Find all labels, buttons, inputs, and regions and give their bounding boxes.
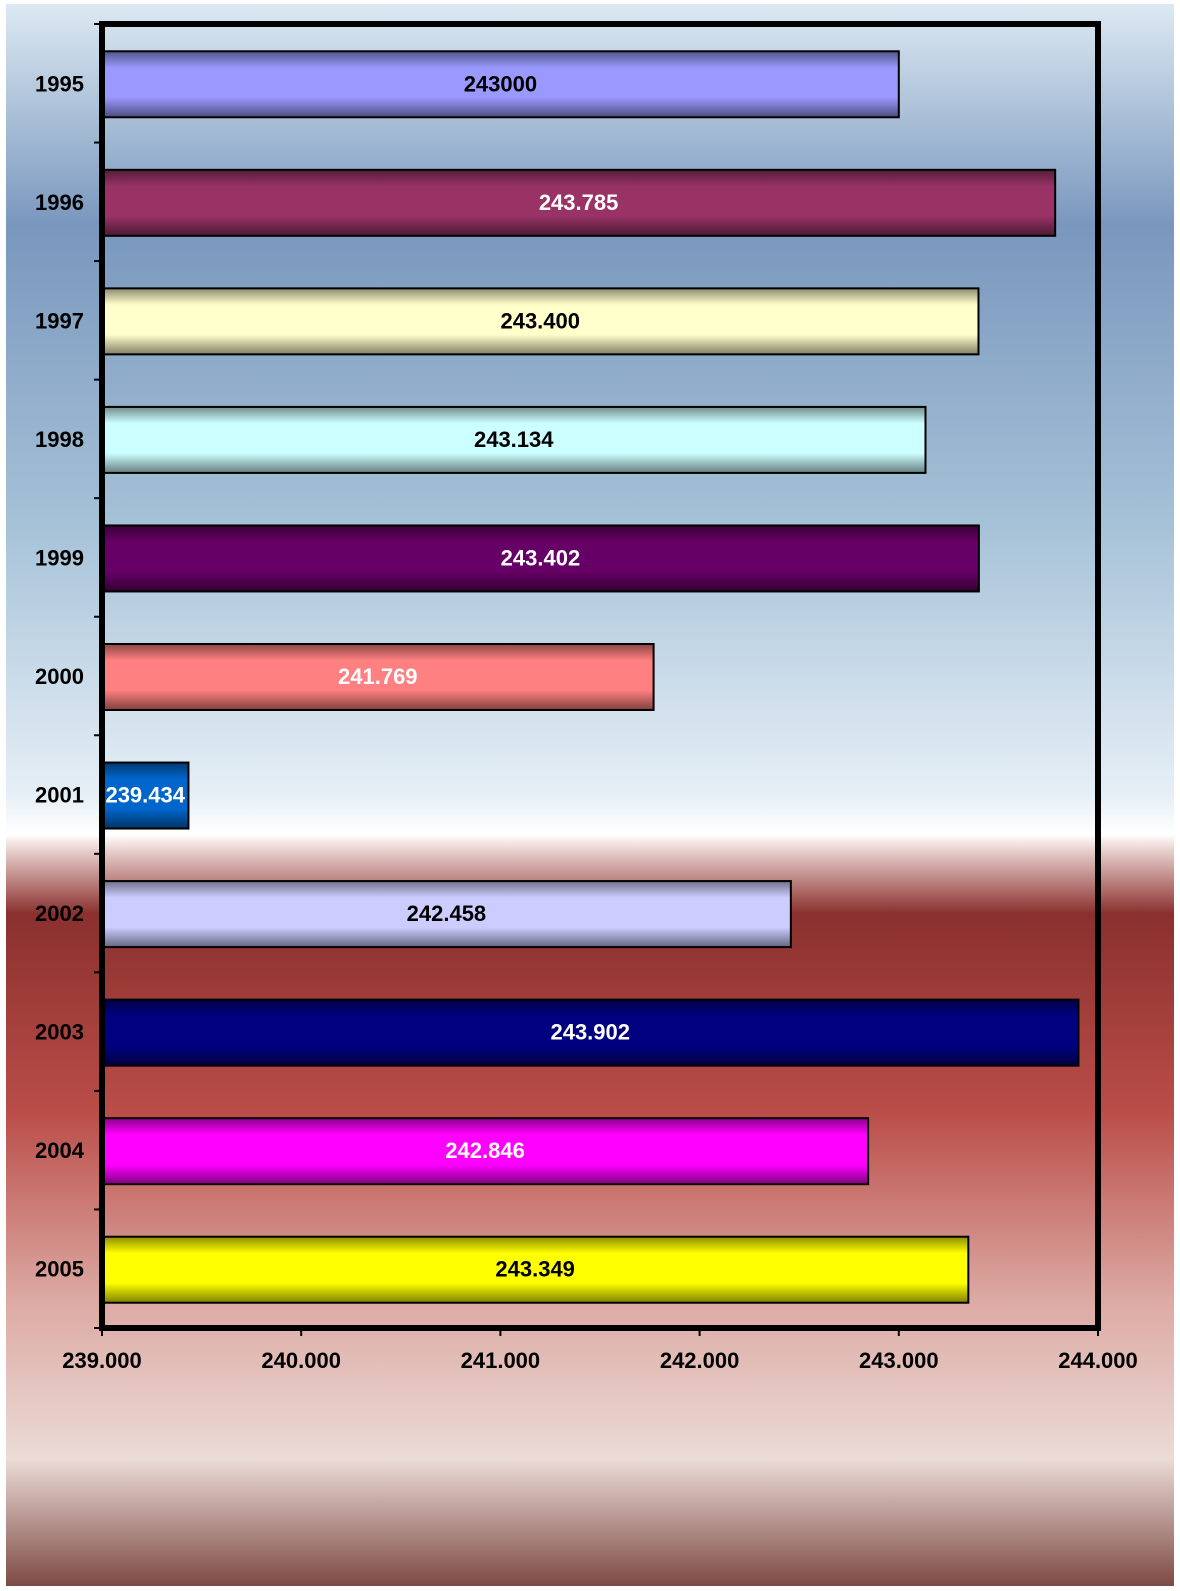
x-tick-label: 240.000 bbox=[261, 1348, 341, 1373]
data-label-1999: 243.402 bbox=[501, 545, 581, 570]
bar-shading-1998 bbox=[102, 406, 926, 473]
bar-shading-1999 bbox=[102, 525, 979, 592]
bar-shading-2001 bbox=[102, 762, 189, 829]
category-label-1999: 1999 bbox=[35, 545, 84, 570]
x-tick-label: 242.000 bbox=[660, 1348, 740, 1373]
axis-layer: 1995 1996 1997 1998 1999 2000 2001 2002 2003 2004… bbox=[35, 23, 1138, 1373]
category-label-2004: 2004 bbox=[35, 1138, 85, 1163]
bar-shading-1997 bbox=[102, 288, 979, 355]
category-label-1997: 1997 bbox=[35, 308, 84, 333]
data-label-2003: 243.902 bbox=[550, 1020, 630, 1045]
x-tick-label: 244.000 bbox=[1058, 1348, 1138, 1373]
bar-shading-2005 bbox=[102, 1236, 969, 1303]
plot-area-frame bbox=[99, 21, 1101, 1331]
category-label-1998: 1998 bbox=[35, 427, 84, 452]
category-label-1995: 1995 bbox=[35, 71, 84, 96]
bar-shading-1995 bbox=[102, 51, 899, 118]
category-label-2000: 2000 bbox=[35, 664, 84, 689]
bar-shading-2003 bbox=[102, 999, 1079, 1066]
data-label-2005: 243.349 bbox=[495, 1257, 575, 1282]
data-label-2002: 242.458 bbox=[407, 901, 487, 926]
bar-shading-2004 bbox=[102, 1118, 869, 1185]
data-label-1995: 243000 bbox=[464, 71, 537, 96]
data-label-2004: 242.846 bbox=[445, 1138, 525, 1163]
category-label-2003: 2003 bbox=[35, 1020, 84, 1045]
bar-shading-2002 bbox=[102, 881, 791, 948]
bar-shading-2000 bbox=[102, 644, 654, 710]
data-label-1996: 243.785 bbox=[539, 190, 619, 215]
category-label-2001: 2001 bbox=[35, 783, 84, 808]
bars-layer: 243000 243.785 243.400 243.134 243.402 241.76… bbox=[101, 50, 1080, 1304]
data-label-2000: 241.769 bbox=[338, 664, 418, 689]
data-label-1997: 243.400 bbox=[500, 308, 580, 333]
data-label-2001: 239.434 bbox=[105, 783, 185, 808]
chart-background bbox=[6, 4, 1174, 1586]
category-label-2002: 2002 bbox=[35, 901, 84, 926]
x-tick-label: 243.000 bbox=[859, 1348, 939, 1373]
category-label-1996: 1996 bbox=[35, 190, 84, 215]
x-tick-label: 241.000 bbox=[461, 1348, 541, 1373]
data-label-1998: 243.134 bbox=[474, 427, 554, 452]
bar-shading-1996 bbox=[102, 169, 1056, 236]
category-label-2005: 2005 bbox=[35, 1257, 84, 1282]
x-tick-label: 239.000 bbox=[62, 1348, 142, 1373]
